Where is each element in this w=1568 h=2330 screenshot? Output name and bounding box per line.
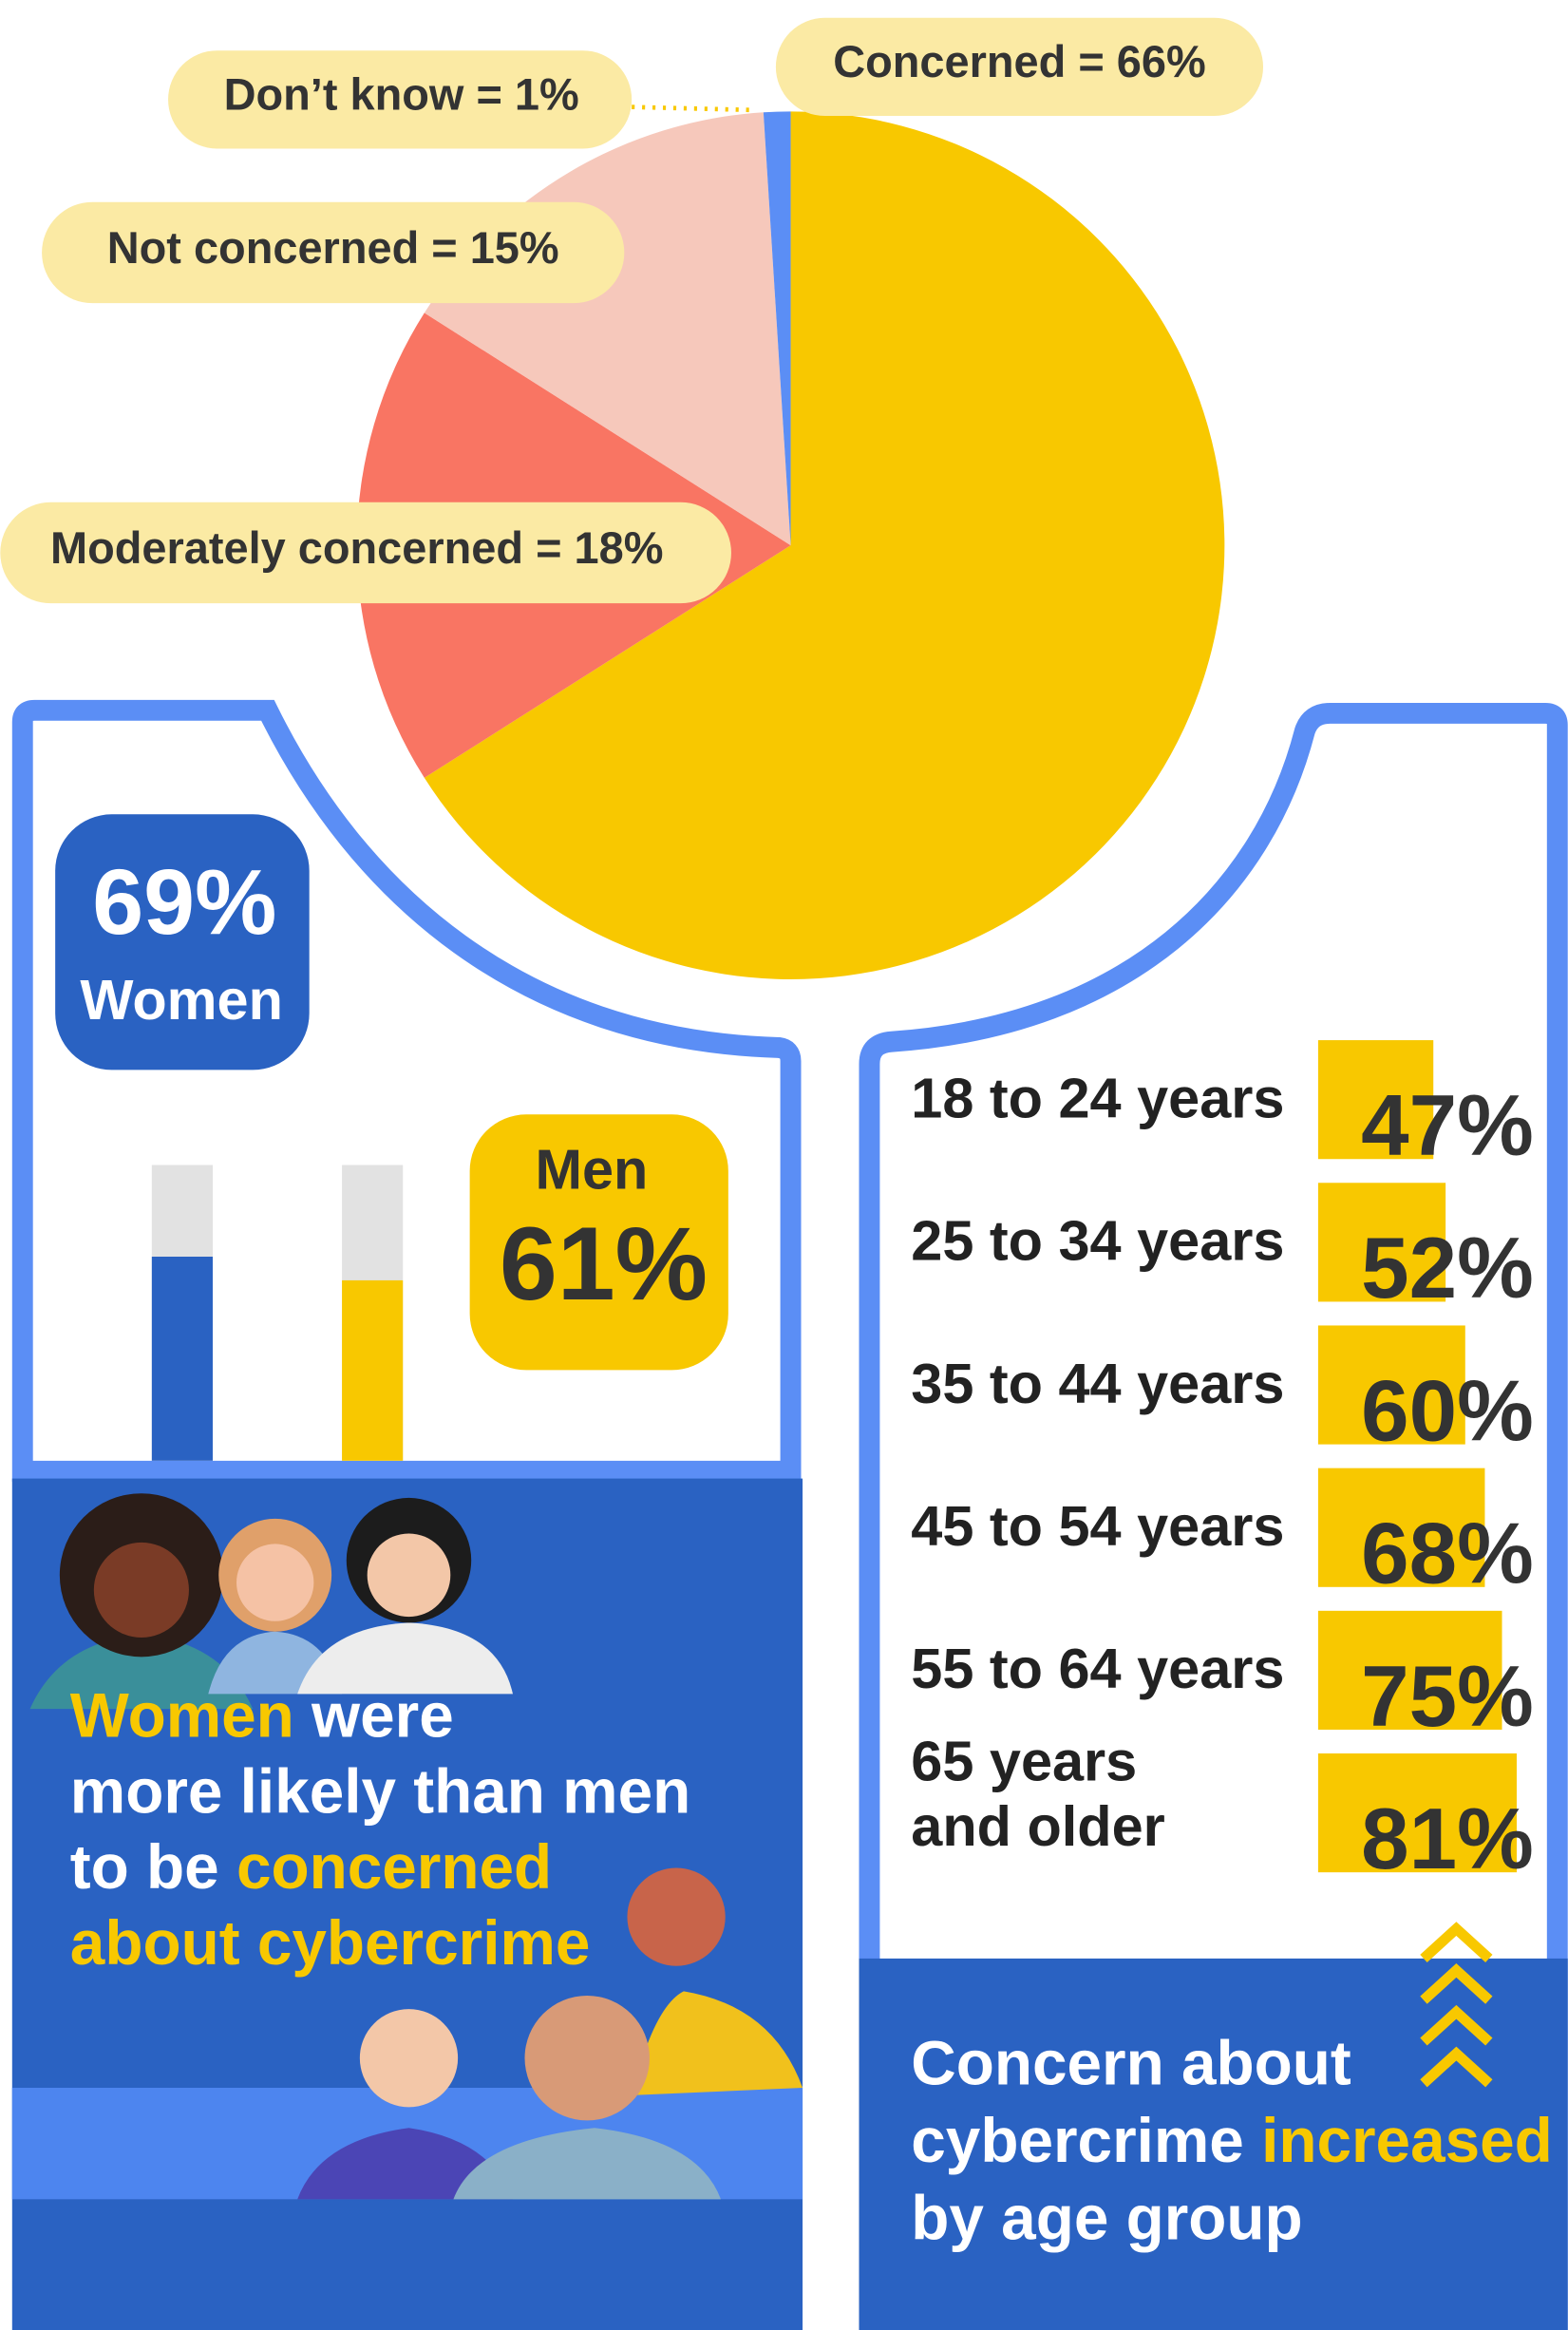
bar-value: 81% — [1361, 1791, 1534, 1887]
age-label: 55 to 64 years — [911, 1637, 1284, 1700]
bar-value: 52% — [1361, 1221, 1534, 1317]
slice-label: Concerned = 66% — [833, 37, 1205, 86]
caption-segment: to be — [70, 1833, 236, 1903]
age-label: 18 to 24 years — [911, 1066, 1284, 1129]
bar-value: 75% — [1361, 1649, 1534, 1745]
caption-segment: were — [294, 1681, 454, 1751]
caption-segment: about cybercrime — [70, 1908, 591, 1978]
leader-line — [632, 107, 750, 110]
bar — [342, 1280, 403, 1461]
caption-segment: by age group — [911, 2184, 1302, 2253]
infographic: 69% Women Men 61% Concerned = 66% Moderat… — [0, 0, 1568, 2330]
caption-segment: more likely than men — [70, 1757, 690, 1827]
bar-value: 60% — [1361, 1363, 1534, 1459]
bar-value: 47% — [1361, 1078, 1534, 1174]
caption-line: Concern about — [911, 2029, 1351, 2098]
men-value: 61% — [500, 1206, 708, 1322]
caption-line: to be concerned — [70, 1833, 552, 1903]
men-label: Men — [535, 1138, 648, 1202]
women-value: 69% — [92, 850, 276, 954]
caption-segment: cybercrime — [911, 2106, 1261, 2175]
caption-segment: increased — [1261, 2106, 1553, 2175]
women-label: Women — [80, 968, 283, 1032]
caption-line: more likely than men — [70, 1757, 690, 1827]
slice-label: Moderately concerned = 18% — [50, 523, 663, 573]
caption-line: about cybercrime — [70, 1908, 591, 1978]
caption-segment: Concern about — [911, 2029, 1351, 2098]
caption-line: cybercrime increased — [911, 2106, 1553, 2175]
slice-label: Not concerned = 15% — [107, 223, 559, 273]
age-label: 35 to 44 years — [911, 1352, 1284, 1415]
caption-line: Women were — [70, 1681, 454, 1751]
age-label: 25 to 34 years — [911, 1209, 1284, 1273]
bar-value: 68% — [1361, 1506, 1534, 1602]
slice-label: Don’t know = 1% — [224, 70, 579, 120]
caption-segment: concerned — [236, 1833, 552, 1903]
bar — [152, 1257, 213, 1461]
caption-segment: Women — [70, 1681, 294, 1751]
age-label: 45 to 54 years — [911, 1494, 1284, 1558]
caption-line: by age group — [911, 2184, 1302, 2253]
